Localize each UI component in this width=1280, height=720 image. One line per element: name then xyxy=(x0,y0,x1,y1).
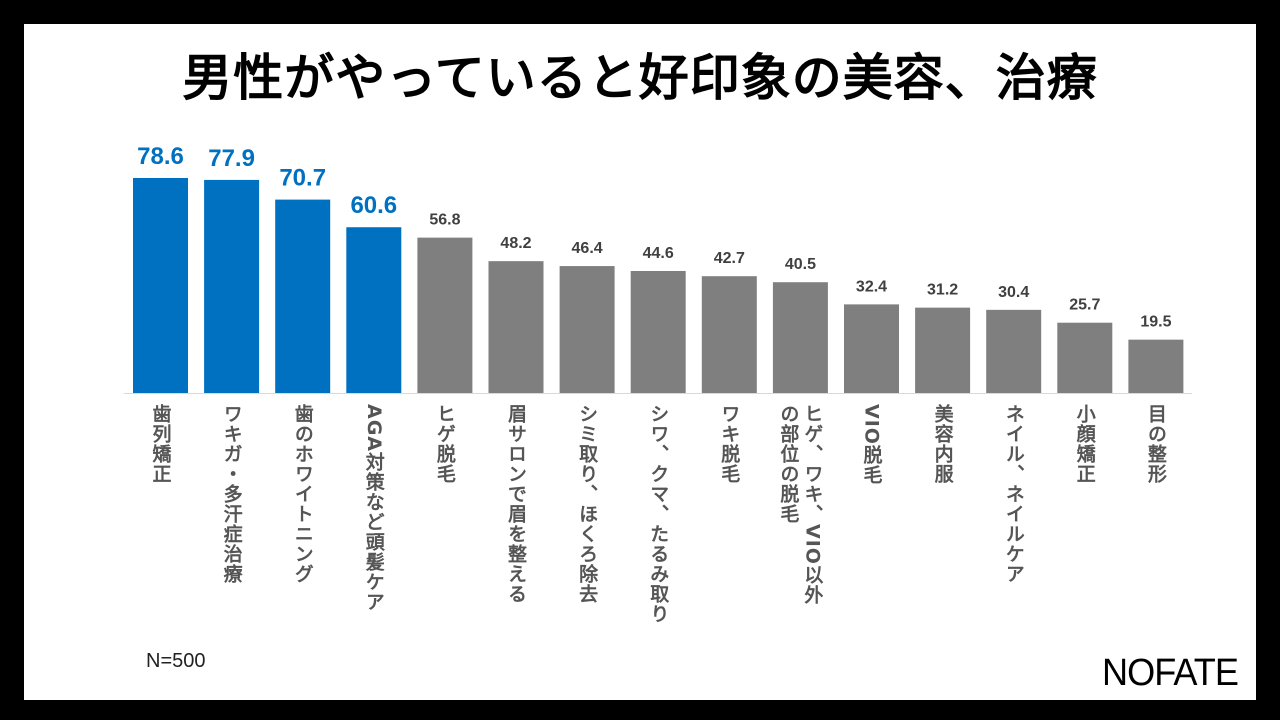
data-label: 32.4 xyxy=(856,278,887,295)
category-label: 小顔矯正 xyxy=(1073,404,1096,484)
bar xyxy=(559,266,615,393)
bar xyxy=(204,179,260,393)
bar xyxy=(133,178,188,393)
data-label: 56.8 xyxy=(429,212,460,229)
bar xyxy=(772,282,828,393)
bar xyxy=(1128,339,1184,393)
bar xyxy=(630,271,686,393)
sample-size-note: N=500 xyxy=(146,650,206,672)
category-label: AGA対策など頭髪ケア xyxy=(362,404,385,613)
chart-title: 男性がやっていると好印象の美容、治療 xyxy=(182,49,1098,107)
bar xyxy=(844,304,899,393)
category-label: ワキガ・多汗症治療 xyxy=(220,404,243,584)
data-label: 60.6 xyxy=(350,192,397,219)
bar xyxy=(275,199,331,393)
bar xyxy=(915,307,971,393)
category-label: ヒゲ脱毛 xyxy=(433,404,456,484)
category-label: シワ、クマ、たるみ取り xyxy=(647,404,670,624)
data-label: 31.2 xyxy=(927,282,958,299)
category-label: VIO脱毛 xyxy=(860,404,883,485)
bar xyxy=(986,309,1042,393)
data-label: 44.6 xyxy=(643,245,674,262)
data-label: 78.6 xyxy=(137,143,184,170)
bar xyxy=(417,237,473,393)
bar xyxy=(488,261,544,393)
data-label: 46.4 xyxy=(572,240,603,257)
category-label: 美容内服 xyxy=(931,404,954,484)
category-label: ネイル、ネイルケア xyxy=(1002,404,1025,584)
data-label: 77.9 xyxy=(208,145,255,172)
data-label: 19.5 xyxy=(1140,314,1171,331)
data-label: 42.7 xyxy=(714,250,745,267)
nofate-logo: NOFATE xyxy=(1102,652,1239,694)
bar xyxy=(346,227,402,393)
data-label: 70.7 xyxy=(279,165,326,192)
category-label: 眉サロンで眉を整える xyxy=(505,404,527,604)
data-label: 40.5 xyxy=(785,256,816,273)
category-label: ヒゲ、ワキ、VIO以外 の部位の脱毛 xyxy=(777,404,824,605)
data-label: 30.4 xyxy=(998,284,1029,301)
category-label: 歯列矯正 xyxy=(149,404,172,484)
data-label: 25.7 xyxy=(1069,297,1100,314)
category-label: シミ取り、ほくろ除去 xyxy=(576,404,599,604)
category-label: 歯のホワイトニング xyxy=(291,404,314,584)
bar xyxy=(1057,322,1113,393)
data-label: 48.2 xyxy=(500,235,531,252)
category-label: ワキ脱毛 xyxy=(718,404,741,484)
bar xyxy=(701,276,757,393)
category-label: 目の整形 xyxy=(1144,404,1167,484)
